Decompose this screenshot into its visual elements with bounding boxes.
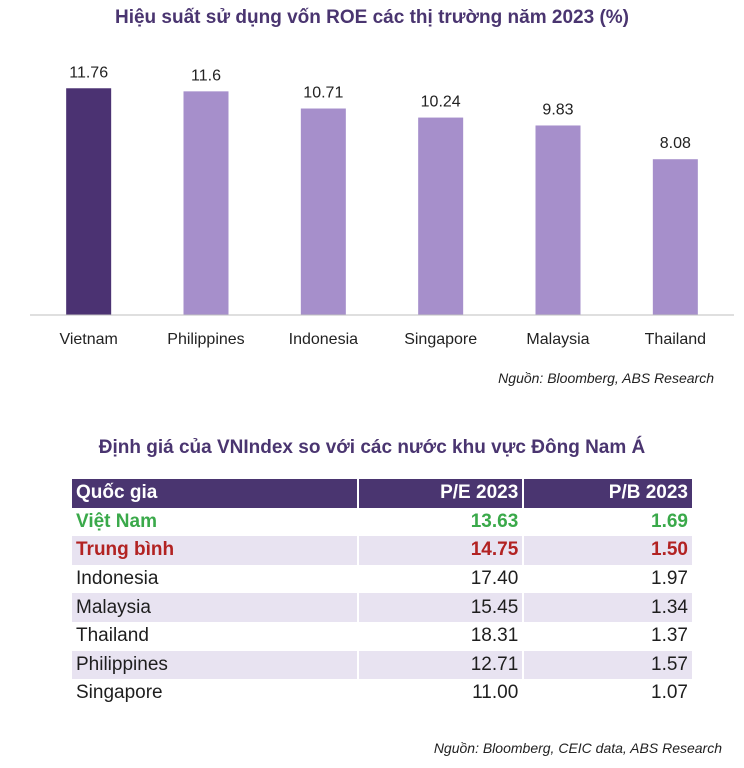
x-tick-label: Indonesia: [289, 331, 358, 348]
table-header-row: Quốc gia P/E 2023 P/B 2023: [72, 479, 692, 508]
table-row: Trung bình 14.75 1.50: [72, 536, 692, 565]
valuation-table: Quốc gia P/E 2023 P/B 2023 Việt Nam 13.6…: [72, 479, 692, 708]
country-cell: Thailand: [76, 625, 149, 647]
pe-cell: 17.40: [470, 568, 519, 590]
header-pe: P/E 2023: [356, 479, 523, 508]
bar-thailand: [652, 159, 698, 315]
pb-cell: 1.37: [651, 625, 688, 647]
bar-philippines: [183, 91, 229, 315]
table-row: Philippines 12.71 1.57: [72, 650, 692, 680]
data-label: 11.6: [191, 67, 221, 84]
data-label: 11.76: [69, 64, 108, 81]
x-tick-label: Thailand: [645, 331, 706, 348]
country-cell: Singapore: [76, 682, 163, 704]
table-row: Singapore 11.00 1.07: [72, 679, 692, 708]
pb-cell: 1.07: [651, 682, 688, 704]
country-cell: Philippines: [72, 650, 357, 680]
data-label: 9.83: [542, 101, 573, 118]
roe-bar-chart: 11.76 Vietnam 11.6 Philippines 10.71 Indonesi…: [30, 64, 734, 348]
pe-cell: 11.00: [472, 682, 519, 704]
chart-source: Nguồn: Bloomberg, ABS Research: [498, 370, 714, 386]
table-title: Định giá của VNIndex so với các nước khu…: [98, 437, 646, 458]
pe-cell: 12.71: [356, 650, 523, 680]
country-cell: Trung bình: [72, 536, 357, 565]
pb-cell: 1.57: [522, 650, 692, 680]
table-row: Indonesia 17.40 1.97: [72, 565, 692, 594]
x-tick-label: Philippines: [167, 331, 244, 348]
country-cell: Malaysia: [72, 593, 357, 622]
data-label: 10.71: [303, 85, 343, 102]
header-pb: P/B 2023: [522, 479, 692, 508]
x-tick-label: Vietnam: [59, 331, 117, 348]
pe-cell: 18.31: [470, 625, 519, 647]
bar-indonesia: [300, 108, 346, 315]
x-tick-label: Malaysia: [526, 331, 589, 348]
bar-malaysia: [535, 125, 581, 315]
data-label: 10.24: [421, 94, 461, 111]
table-row: Malaysia 15.45 1.34: [72, 593, 692, 622]
pb-cell: 1.50: [522, 536, 692, 565]
bar-vietnam: [66, 88, 112, 315]
pe-cell: 13.63: [470, 510, 519, 532]
pb-cell: 1.34: [522, 593, 692, 622]
pb-cell: 1.97: [651, 568, 688, 590]
bar-singapore: [418, 117, 464, 315]
chart-title: Hiệu suất sử dụng vốn ROE các thị trường…: [114, 7, 629, 28]
pb-cell: 1.69: [651, 510, 688, 532]
header-country: Quốc gia: [72, 479, 357, 508]
pe-cell: 14.75: [356, 536, 523, 565]
table-row: Việt Nam 13.63 1.69: [72, 508, 692, 537]
table-row: Thailand 18.31 1.37: [72, 622, 692, 651]
pe-cell: 15.45: [356, 593, 523, 622]
data-label: 8.08: [660, 135, 691, 152]
country-cell: Indonesia: [76, 568, 159, 590]
x-tick-label: Singapore: [404, 331, 477, 348]
table-source: Nguồn: Bloomberg, CEIC data, ABS Researc…: [433, 740, 722, 756]
country-cell: Việt Nam: [76, 510, 157, 532]
